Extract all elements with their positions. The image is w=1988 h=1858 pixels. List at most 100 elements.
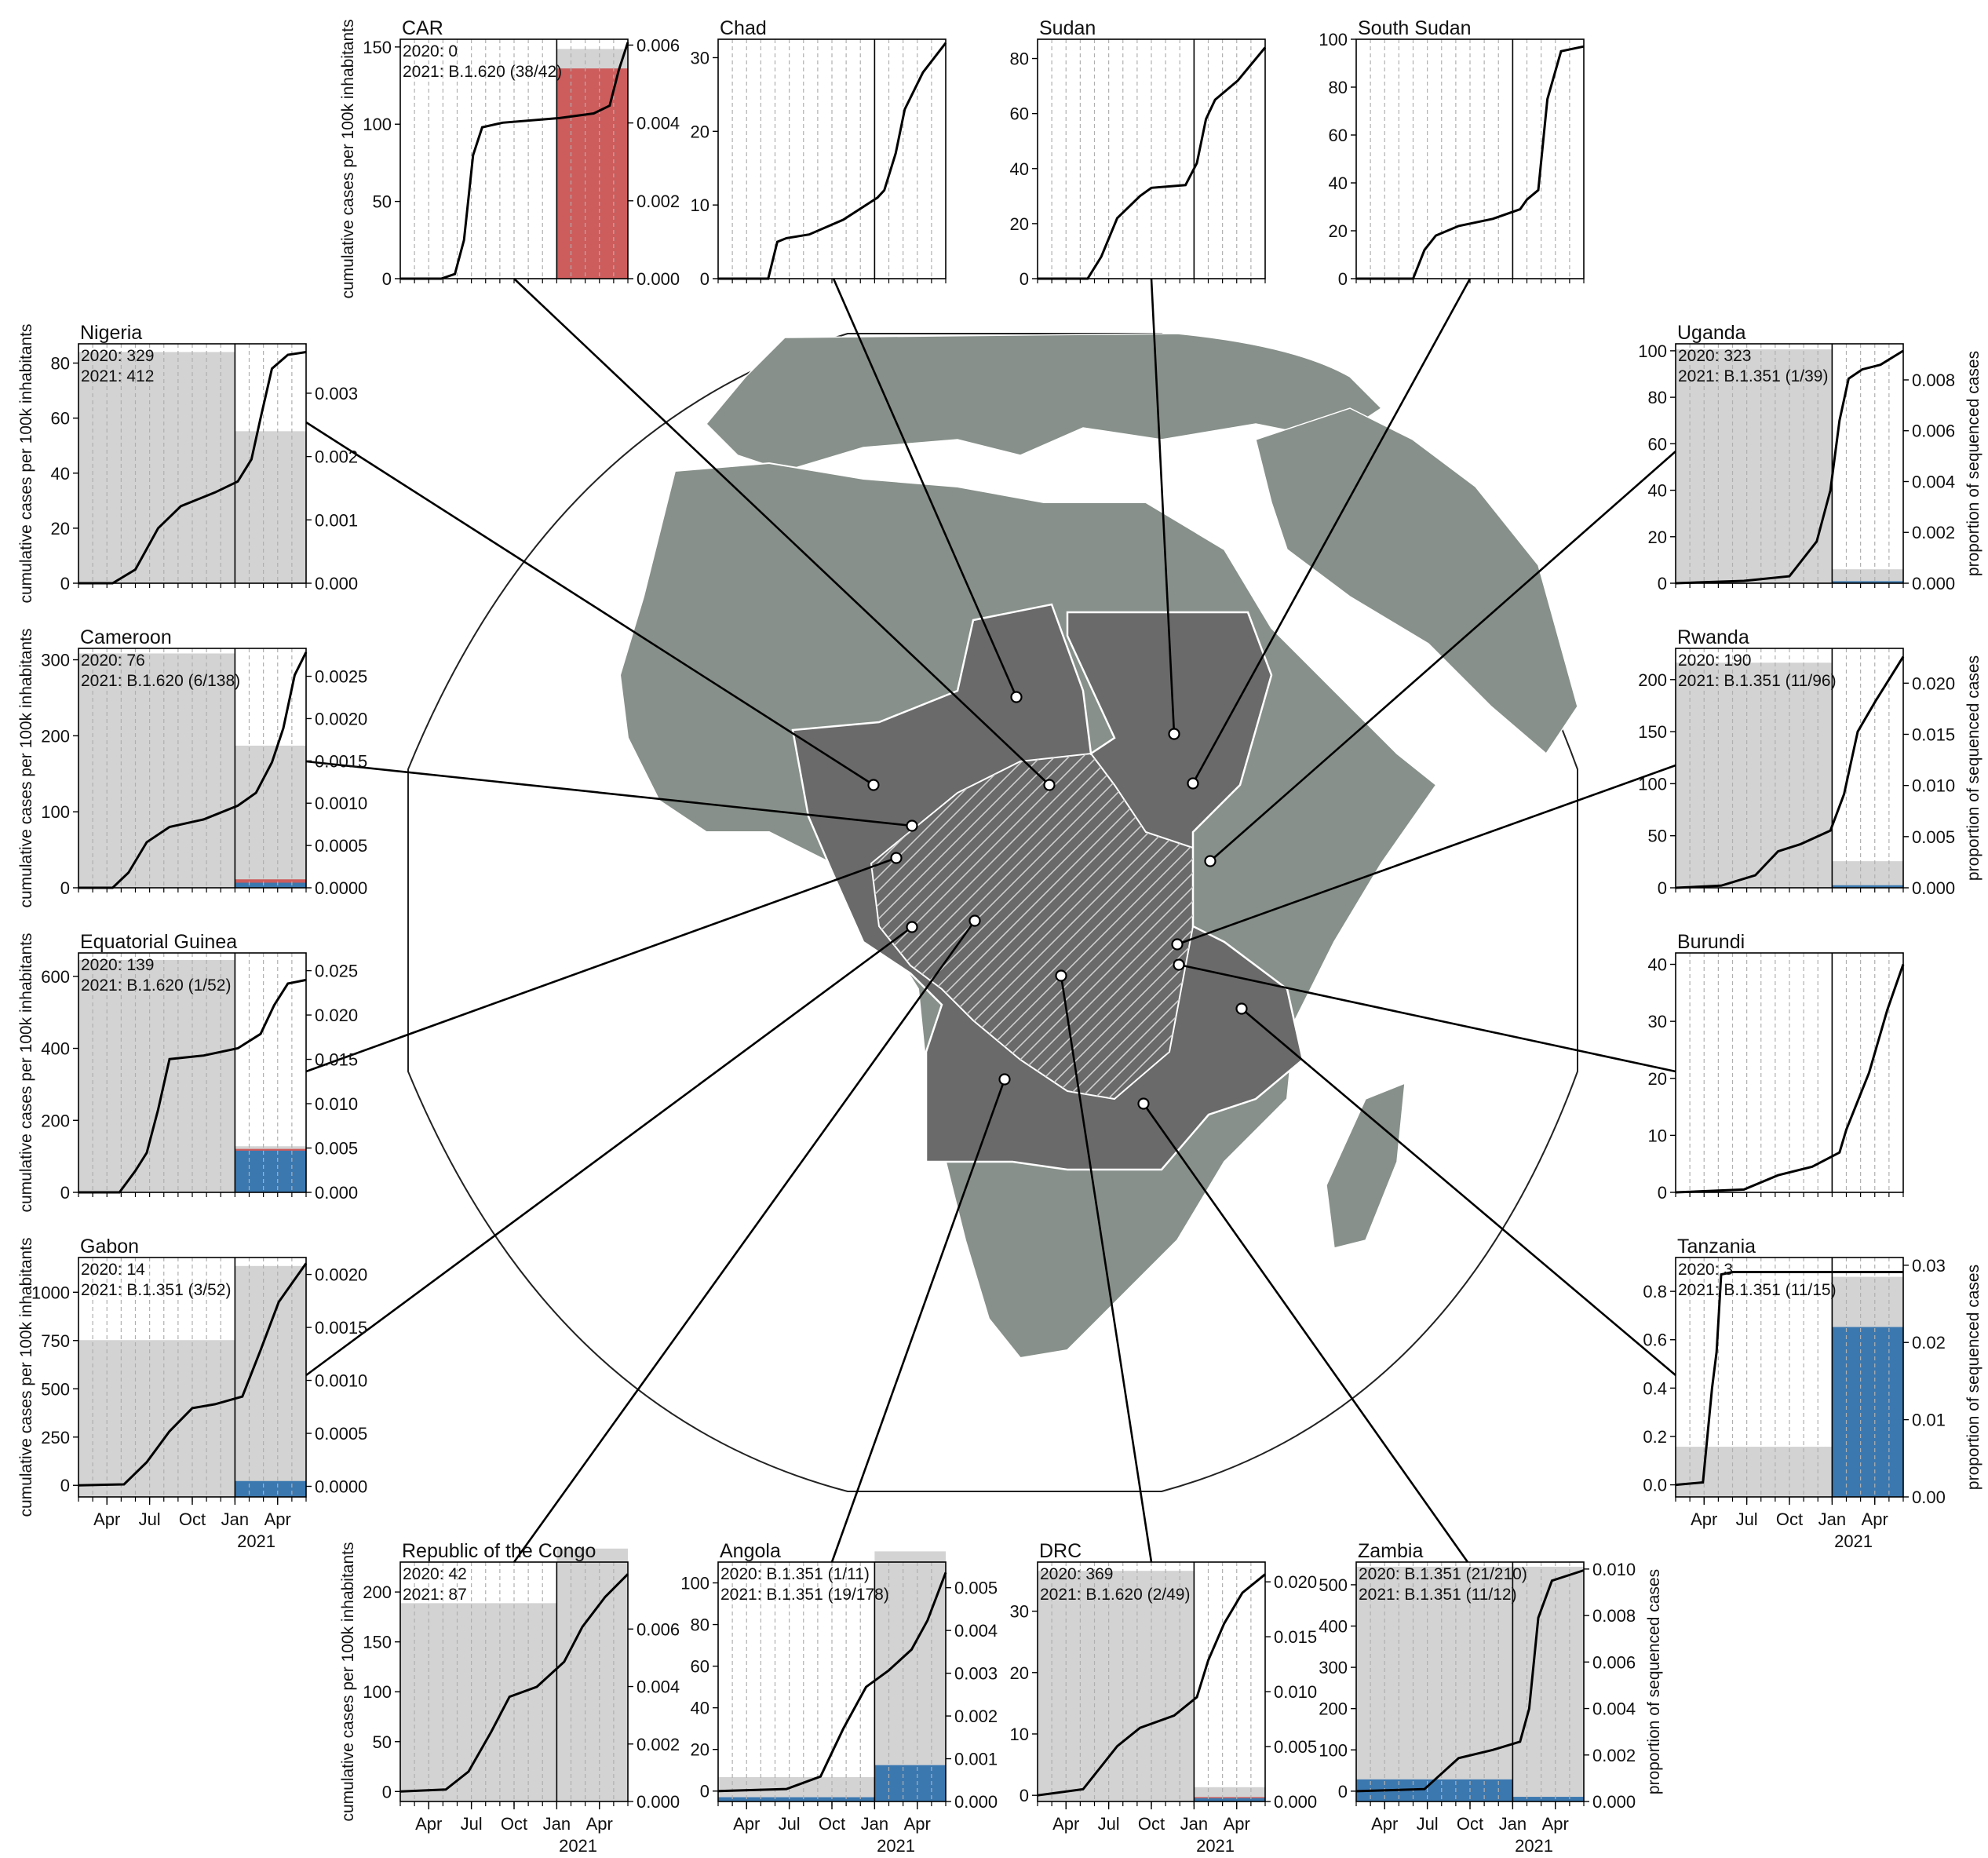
ylabel: cumulative cases per 100k inhabitants (17, 933, 35, 1212)
rtick-label: 0.0010 (315, 794, 367, 813)
rtick-label: 0.0025 (315, 667, 367, 687)
ylabel: proportion of sequenced cases (1964, 1265, 1983, 1490)
ytick-label: 60 (51, 409, 70, 429)
curve-burundi (1675, 964, 1905, 1194)
pin-car (1043, 779, 1056, 791)
panel-title: Burundi (1677, 931, 1745, 953)
ytick-label: 0 (1658, 1183, 1667, 1203)
ytick-label: 0 (60, 574, 70, 593)
xtick-label: Apr (733, 1814, 760, 1834)
rtick-label: 0.015 (1274, 1627, 1317, 1647)
ytick-label: 0.8 (1643, 1282, 1667, 1301)
ytick-label: 150 (1638, 722, 1667, 742)
hatch-line (871, 754, 1018, 1099)
rtick-label: 0.004 (1592, 1699, 1636, 1719)
hatch-line (871, 754, 1089, 1099)
panel-note: 2020: 14 (81, 1261, 145, 1279)
bar-grey-2021 (235, 745, 306, 888)
ytick-label: 200 (41, 726, 70, 746)
xtick-label: Apr (93, 1509, 120, 1529)
bar-grey-2021 (235, 431, 306, 583)
ytick-label: 200 (363, 1582, 392, 1602)
connector-lines (305, 278, 1676, 1563)
rtick-label: 0.000 (315, 1183, 358, 1203)
rtick-label: 0.002 (954, 1707, 998, 1726)
panel-note: 2021: 412 (81, 367, 154, 385)
ytick-label: 500 (41, 1379, 70, 1399)
ytick-label: 250 (41, 1428, 70, 1447)
rtick-label: 0.000 (315, 574, 358, 593)
hatch-line (871, 754, 1060, 1099)
ytick-label: 0.6 (1643, 1331, 1667, 1350)
pin-angola (998, 1073, 1011, 1086)
bar-grey-2021 (1512, 1566, 1584, 1801)
panel-note: 2020: 323 (1678, 347, 1751, 365)
hatch-line (979, 754, 1193, 1099)
panel-title: Gabon (80, 1236, 139, 1258)
panel-note: 2021: 87 (403, 1586, 467, 1604)
pin-sudan (1168, 728, 1180, 740)
xtick-label: Apr (415, 1814, 442, 1834)
connector-rwanda (1176, 764, 1676, 946)
hatch-line (1007, 754, 1193, 1099)
highlighted-countries (791, 603, 1304, 1171)
panel-title: CAR (402, 17, 443, 39)
bar-blue-2021 (235, 1150, 306, 1192)
xtick-label: Oct (1457, 1814, 1483, 1834)
ytick-label: 200 (41, 1111, 70, 1130)
rtick-label: 0.010 (1274, 1682, 1317, 1702)
panel-rwanda: 0 50 100 150 200 0.000 0.005 0.010 0.015 0.020 Rwa… (1638, 626, 1983, 898)
ytick-label: 0.4 (1643, 1378, 1667, 1398)
xtick-label: Oct (179, 1509, 206, 1529)
rtick-label: 0.006 (1592, 1652, 1636, 1672)
panel-title: Zambia (1358, 1540, 1423, 1562)
ytick-label: 150 (363, 38, 392, 57)
ylabel: cumulative cases per 100k inhabitants (339, 1542, 357, 1821)
ytick-label: 20 (51, 519, 70, 538)
panel-zambia: 0 100 200 300 400 500 0.000 0.002 0.004 0.006 0.00… (1319, 1540, 1663, 1856)
rtick-label: 0.0000 (315, 878, 367, 898)
year-label: 2021 (237, 1531, 275, 1551)
ylabel: cumulative cases per 100k inhabitants (17, 628, 35, 907)
pin-burundi (1173, 958, 1185, 971)
rtick-label: 0.0015 (315, 1318, 367, 1338)
panel-title: South Sudan (1358, 17, 1472, 39)
pin-cameroon (906, 819, 918, 832)
panel-title: Angola (720, 1540, 781, 1562)
xtick-label: Oct (819, 1814, 845, 1834)
panel-title: Sudan (1039, 17, 1096, 39)
panel-title: Tanzania (1677, 1236, 1756, 1258)
ytick-label: 10 (1648, 1126, 1667, 1145)
panel-note: 2021: B.1.620 (1/52) (81, 976, 231, 995)
rtick-label: 0.0005 (315, 1424, 367, 1444)
panel-title: Republic of the Congo (402, 1540, 596, 1562)
connector-cameroon (305, 760, 913, 827)
ytick-label: 40 (691, 1699, 709, 1718)
ytick-label: 20 (1010, 214, 1029, 234)
ytick-label: 0 (1020, 1786, 1029, 1805)
xtick-label: Jul (1736, 1509, 1758, 1529)
connector-zambia (1142, 1103, 1469, 1563)
hatch-line (1092, 754, 1193, 1099)
ytick-label: 20 (691, 122, 709, 141)
rtick-label: 0.015 (1912, 725, 1955, 744)
xtick-label: Apr (1542, 1814, 1569, 1834)
ytick-label: 500 (1319, 1575, 1348, 1595)
rtick-label: 0.03 (1912, 1256, 1946, 1276)
rtick-label: 0.005 (954, 1579, 998, 1598)
panel-uganda: 0 20 40 60 80 100 0.000 0.002 0.004 0.006 0.008 Uga… (1638, 322, 1983, 593)
bar-red-2021 (556, 68, 628, 279)
bar-grey-2020 (78, 1340, 235, 1497)
curve-equatorial-guinea (78, 978, 307, 1194)
panel-note: 2021: B.1.351 (3/52) (81, 1281, 231, 1299)
connector-burundi (1178, 963, 1676, 1073)
ylabel: proportion of sequenced cases (1964, 351, 1983, 576)
curve-gabon (78, 1262, 308, 1487)
connector-equatorial-guinea (305, 856, 897, 1073)
panel-drc: 0 10 20 30 0.000 0.005 0.010 0.015 0.020 Apr Jul Oc… (1010, 1540, 1318, 1856)
curve-uganda (1675, 349, 1904, 585)
ytick-label: 60 (1648, 434, 1667, 454)
rtick-label: 0.002 (637, 1735, 680, 1754)
ytick-label: 50 (1648, 827, 1667, 846)
